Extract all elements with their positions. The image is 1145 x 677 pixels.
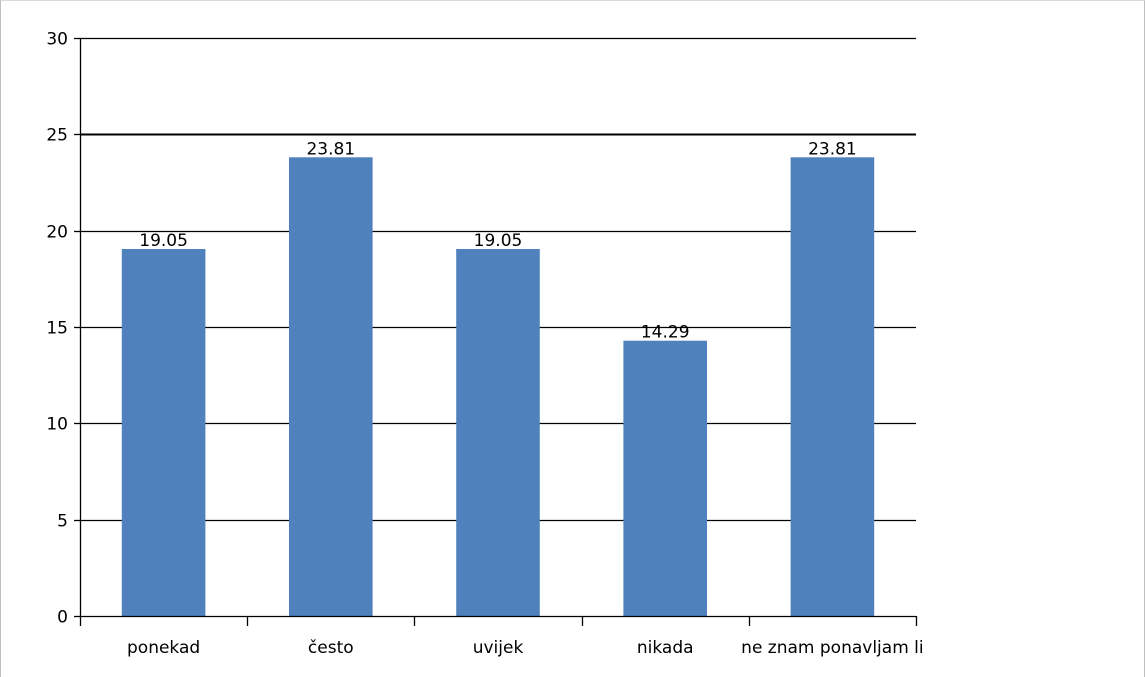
x-category-label: ne znam ponavljam li	[741, 638, 923, 658]
y-tick-label: 10	[46, 415, 68, 435]
axes	[74, 37, 918, 626]
bar-3	[623, 340, 707, 616]
bar-1	[289, 157, 373, 617]
data-label: 23.81	[306, 139, 355, 159]
data-label: 19.05	[474, 231, 523, 251]
data-label: 23.81	[808, 139, 857, 159]
y-tick-label: 5	[57, 512, 68, 532]
y-tick-label: 30	[46, 30, 68, 50]
y-tick-label: 20	[46, 223, 68, 243]
bar-0	[121, 249, 206, 616]
y-tick-label: 0	[57, 608, 68, 628]
labels: 0 5 10 15 20 25 30 19.05 ponekad 23.81 često 19.05 u…	[46, 30, 923, 659]
x-category-label: često	[308, 638, 354, 658]
data-label: 19.05	[139, 231, 188, 251]
y-tick-label: 15	[46, 319, 68, 339]
x-category-label: nikada	[637, 638, 694, 658]
bars	[121, 157, 875, 617]
x-category-label: ponekad	[127, 638, 200, 658]
data-label: 14.29	[641, 323, 690, 343]
y-tick-label: 25	[46, 126, 68, 146]
bar-2	[456, 249, 540, 616]
x-category-label: uvijek	[473, 638, 524, 658]
bar-4	[790, 157, 875, 617]
